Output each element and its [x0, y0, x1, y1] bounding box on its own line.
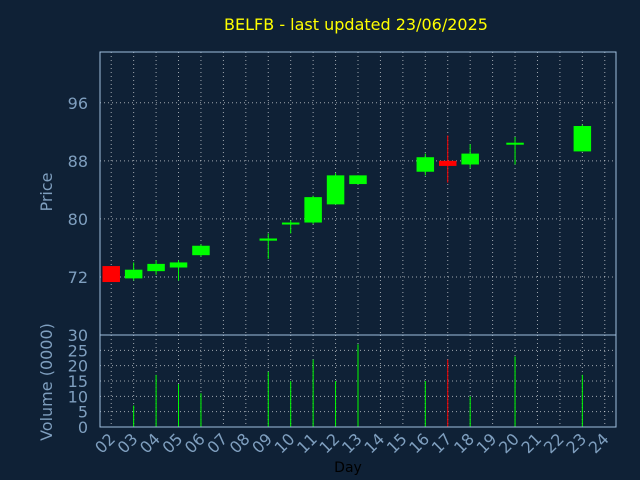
- volume-tick-label: 25: [68, 341, 88, 360]
- price-tick-label: 96: [68, 94, 88, 113]
- candle-body-16: [416, 157, 435, 172]
- frame-layer: [99, 51, 617, 428]
- volume-tick-label: 0: [78, 418, 88, 437]
- candle-body-11: [304, 197, 322, 223]
- candle-body-04: [147, 263, 165, 272]
- price-tick-label: 72: [68, 268, 88, 287]
- candle-body-13: [349, 175, 367, 185]
- ticks-layer: 7280889605101520253002030405060708091011…: [68, 94, 613, 457]
- price-axis-label: Price: [37, 172, 56, 211]
- candle-body-03: [124, 269, 143, 279]
- candle-body-02: [102, 266, 120, 283]
- volume-tick-label: 30: [68, 326, 88, 345]
- candle-body-05: [169, 262, 188, 268]
- candle-body-18: [461, 153, 479, 165]
- volume-tick-label: 10: [68, 387, 88, 406]
- price-tick-label: 80: [68, 210, 88, 229]
- volume-axis-label: Volume (0000): [37, 323, 56, 441]
- chart-title: BELFB - last updated 23/06/2025: [224, 15, 488, 34]
- candle-body-23: [573, 126, 592, 152]
- day-tick-label: 24: [585, 429, 613, 457]
- candle-body-06: [192, 245, 210, 256]
- candle-body-17: [438, 160, 457, 166]
- price-tick-label: 88: [68, 152, 88, 171]
- candle-body-10: [281, 222, 300, 225]
- volume-tick-label: 20: [68, 357, 88, 376]
- x-axis-label: Day: [334, 460, 362, 476]
- candle-body-09: [259, 238, 278, 241]
- volume-tick-label: 5: [78, 403, 88, 422]
- marks-layer: [102, 124, 592, 427]
- volume-tick-label: 15: [68, 372, 88, 391]
- candle-body-20: [506, 142, 524, 145]
- volume-panel-frame: [99, 334, 617, 428]
- candle-body-12: [326, 175, 345, 205]
